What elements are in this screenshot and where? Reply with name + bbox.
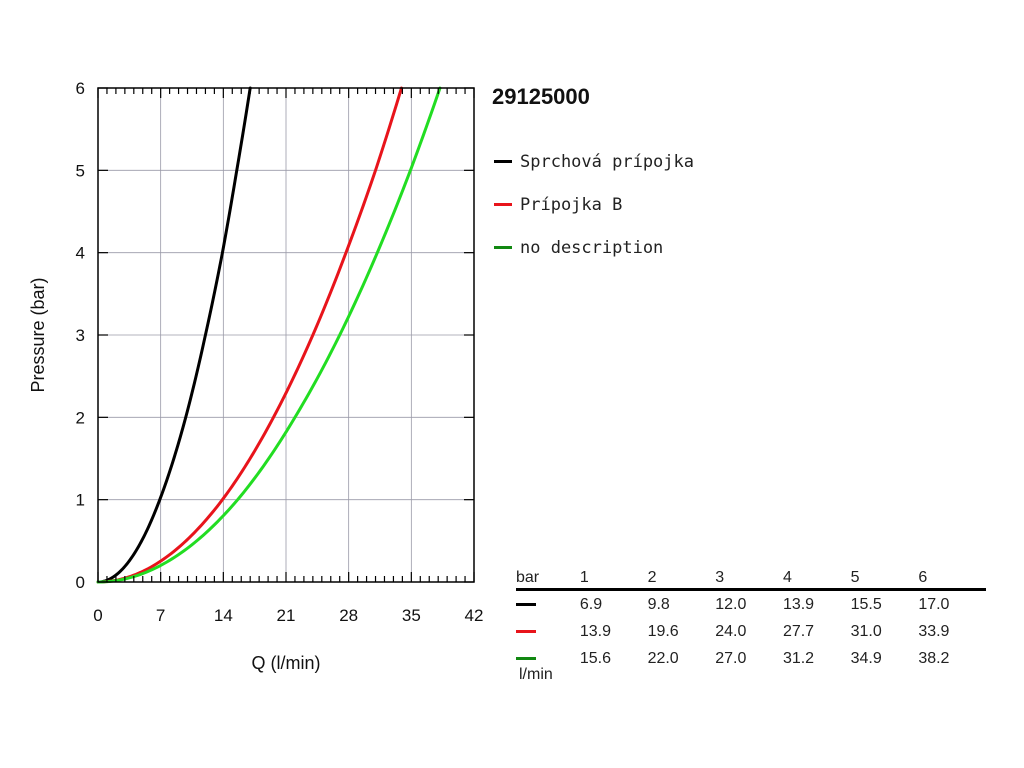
- legend-label: Prípojka B: [520, 194, 623, 215]
- header-pressure: 6: [918, 569, 928, 586]
- axis-ticks: [97, 87, 475, 583]
- flow-table-header: bar 1 2 3 4 5 6: [516, 567, 986, 591]
- table-cell: 13.9: [782, 595, 815, 613]
- axis-tick-labels: 0 7 14 21 28 35 42 0 1 2 3 4 5 6: [76, 79, 484, 625]
- y-tick-label: 6: [76, 79, 85, 98]
- table-cell: 24.0: [715, 622, 747, 640]
- table-cell: 31.0: [850, 622, 882, 640]
- table-row: 15.6 22.0 27.0 31.2 34.9 38.2: [516, 645, 986, 672]
- y-axis-title: Pressure (bar): [28, 277, 48, 392]
- legend-swatch: [494, 160, 512, 163]
- y-tick-label: 5: [76, 161, 85, 180]
- legend-item-sprchova: Sprchová prípojka: [494, 140, 694, 183]
- legend: Sprchová prípojka Prípojka B no descript…: [494, 140, 694, 269]
- table-row: 13.9 19.6 24.0 27.7 31.0 33.9: [516, 618, 986, 645]
- y-tick-label: 4: [76, 244, 85, 263]
- row-swatch: [516, 602, 536, 606]
- y-tick-label: 3: [76, 326, 85, 345]
- row-swatch: [516, 656, 536, 660]
- table-cell: 34.9: [850, 649, 882, 667]
- legend-item-no-description: no description: [494, 226, 694, 269]
- legend-swatch: [494, 246, 512, 249]
- y-tick-label: 0: [76, 573, 85, 592]
- flow-table: bar 1 2 3 4 5 6 6.9 9.8 12.0 13.9 15.5 1…: [516, 567, 986, 672]
- series-line-3: [96, 86, 442, 584]
- x-tick-label: 35: [402, 606, 421, 625]
- grid-lines: [98, 88, 474, 582]
- table-cell: 9.8: [647, 595, 670, 613]
- x-tick-label: 14: [214, 606, 233, 625]
- header-pressure: 2: [647, 569, 657, 586]
- legend-item-pripojka-b: Prípojka B: [494, 183, 694, 226]
- x-tick-label: 28: [339, 606, 358, 625]
- y-tick-label: 1: [76, 491, 85, 510]
- legend-label: no description: [520, 237, 664, 258]
- x-tick-label: 7: [156, 606, 165, 625]
- table-cell: 13.9: [579, 622, 612, 640]
- table-cell: 17.0: [918, 595, 950, 613]
- legend-swatch: [494, 203, 512, 206]
- chart-title: 29125000: [492, 84, 590, 109]
- x-axis-title: Q (l/min): [252, 653, 321, 673]
- y-tick-label: 2: [76, 408, 85, 427]
- series-line-1: [96, 86, 252, 584]
- table-cell: 38.2: [918, 649, 950, 667]
- table-cell: 6.9: [579, 595, 603, 613]
- table-cell: 12.0: [715, 595, 747, 613]
- table-cell: 31.2: [782, 649, 815, 667]
- x-tick-label: 0: [93, 606, 102, 625]
- header-pressure: 3: [715, 569, 725, 586]
- header-pressure: 4: [782, 569, 792, 586]
- table-cell: 15.6: [579, 649, 612, 667]
- x-tick-label: 21: [277, 606, 296, 625]
- x-tick-label: 42: [465, 606, 484, 625]
- table-row: 6.9 9.8 12.0 13.9 15.5 17.0: [516, 591, 986, 618]
- table-cell: 27.0: [715, 649, 747, 667]
- table-cell: 33.9: [918, 622, 950, 640]
- header-pressure: 5: [850, 569, 860, 586]
- row-swatch: [516, 629, 536, 633]
- table-cell: 22.0: [647, 649, 679, 667]
- header-pressure: 1: [579, 569, 589, 586]
- legend-label: Sprchová prípojka: [520, 151, 694, 172]
- table-cell: 15.5: [850, 595, 882, 613]
- series-curves: [96, 86, 442, 584]
- table-cell: 27.7: [782, 622, 815, 640]
- table-unit-lmin: l/min: [519, 666, 553, 683]
- series-line-2: [96, 86, 403, 584]
- header-unit-bar: bar: [516, 569, 540, 586]
- table-cell: 19.6: [647, 622, 679, 640]
